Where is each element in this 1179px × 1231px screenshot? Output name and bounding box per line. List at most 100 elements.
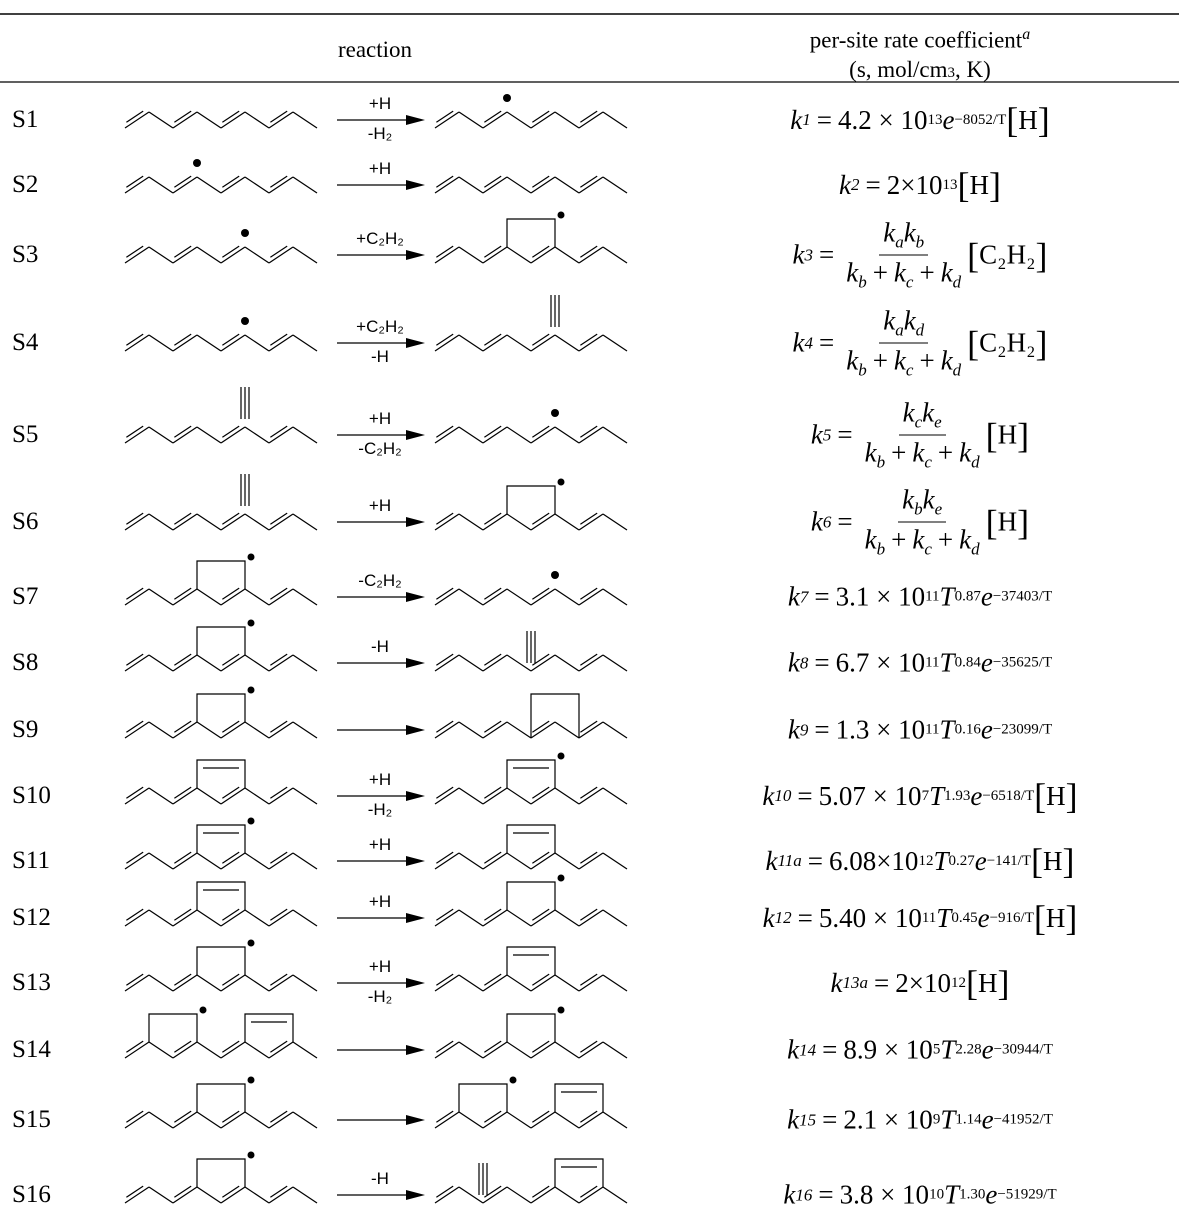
bond xyxy=(148,787,174,805)
bond xyxy=(580,512,598,525)
bond xyxy=(148,426,174,444)
bond xyxy=(580,175,598,188)
bond xyxy=(244,852,270,870)
e-symbol: e xyxy=(974,845,987,876)
bond xyxy=(124,588,150,606)
bond xyxy=(602,426,628,444)
bond xyxy=(126,1040,144,1053)
bond xyxy=(126,786,144,799)
bond xyxy=(270,587,288,600)
bond xyxy=(434,787,460,805)
bond xyxy=(222,720,240,733)
bond xyxy=(268,1186,294,1204)
bond xyxy=(434,588,460,606)
k-subscript: c xyxy=(924,452,932,472)
rate-expression: k 3 = kakb kb + kc + kd[C₂H₂] xyxy=(660,218,1179,293)
k-symbol: k xyxy=(783,1179,796,1210)
bond xyxy=(124,111,150,129)
rate-expression: k 8 = 6.7 × 10 11 T 0.84 e −35625/T xyxy=(660,648,1179,679)
bond xyxy=(532,587,550,600)
species: H xyxy=(1043,845,1063,876)
bond xyxy=(244,426,270,444)
bond xyxy=(148,246,174,264)
bond xyxy=(580,973,598,986)
fraction: kbke kb + kc + kd xyxy=(861,485,984,560)
bond xyxy=(484,720,502,733)
e-symbol: e xyxy=(981,1034,994,1065)
radical xyxy=(551,409,559,417)
bond xyxy=(172,1111,198,1129)
bond xyxy=(434,246,460,264)
species: C₂H₂ xyxy=(979,239,1036,270)
bond xyxy=(580,720,598,733)
bond xyxy=(268,246,294,264)
bond xyxy=(482,1041,508,1059)
arrow-label-top: +C₂H₂ xyxy=(356,229,404,248)
coefficient: 4.2 × 10 xyxy=(837,104,928,135)
bond xyxy=(530,787,556,805)
bond xyxy=(124,909,150,927)
arrowhead xyxy=(406,180,425,190)
bond xyxy=(602,909,628,927)
bond xyxy=(196,787,222,805)
k-subscript: 4 xyxy=(804,333,813,352)
arrow-label-top: +C₂H₂ xyxy=(356,317,404,336)
bond xyxy=(484,333,502,346)
bond xyxy=(292,334,318,352)
bond xyxy=(506,1186,532,1204)
bond xyxy=(268,1111,294,1129)
bond xyxy=(268,588,294,606)
fraction: kakd kb + kc + kd xyxy=(842,306,965,381)
denominator: kb + kc + kd xyxy=(842,344,965,381)
bond xyxy=(532,512,550,525)
k-symbol: k xyxy=(959,437,972,468)
arrowhead xyxy=(406,791,425,801)
bond xyxy=(292,1041,318,1059)
bond xyxy=(126,245,144,258)
bond xyxy=(196,1041,222,1059)
bond xyxy=(196,909,222,927)
species: H xyxy=(969,169,989,200)
equals: = xyxy=(818,239,835,270)
coefficient-exponent: 12 xyxy=(950,974,966,991)
bond xyxy=(222,851,240,864)
arrowhead xyxy=(406,978,425,988)
arrowhead xyxy=(406,430,425,440)
bond xyxy=(434,1186,460,1204)
k-subscript: d xyxy=(952,272,962,292)
bond xyxy=(532,851,550,864)
bond xyxy=(458,787,484,805)
bond xyxy=(124,721,150,739)
bond xyxy=(292,974,318,992)
units-end: , K) xyxy=(955,56,991,82)
e-symbol: e xyxy=(980,647,993,678)
bond xyxy=(270,851,288,864)
rate-expression: k 14 = 8.9 × 10 5 T 2.28 e −30944/T xyxy=(660,1035,1179,1066)
bond xyxy=(270,1040,288,1053)
bond xyxy=(270,908,288,921)
bond xyxy=(484,786,502,799)
bond xyxy=(602,1111,628,1129)
bond xyxy=(244,1111,270,1129)
arrow-label-bottom: -H₂ xyxy=(367,987,393,1006)
bond xyxy=(174,245,192,258)
equals: = xyxy=(874,967,890,998)
k-subscript: b xyxy=(876,539,886,559)
k-symbol: k xyxy=(762,902,775,933)
radical xyxy=(557,752,565,760)
coefficient-exponent: 11 xyxy=(925,588,940,605)
species: H xyxy=(977,967,998,998)
bond xyxy=(222,786,240,799)
bond xyxy=(220,909,246,927)
bond xyxy=(434,852,460,870)
numerator: kakd xyxy=(879,306,929,344)
bond xyxy=(484,973,502,986)
bond xyxy=(220,176,246,194)
bracket-open: [ xyxy=(957,165,970,205)
k-subscript: 15 xyxy=(799,1110,817,1129)
bond xyxy=(196,560,246,589)
bond xyxy=(602,176,628,194)
coefficient: 6.08×10 xyxy=(828,845,919,876)
bond xyxy=(174,175,192,188)
